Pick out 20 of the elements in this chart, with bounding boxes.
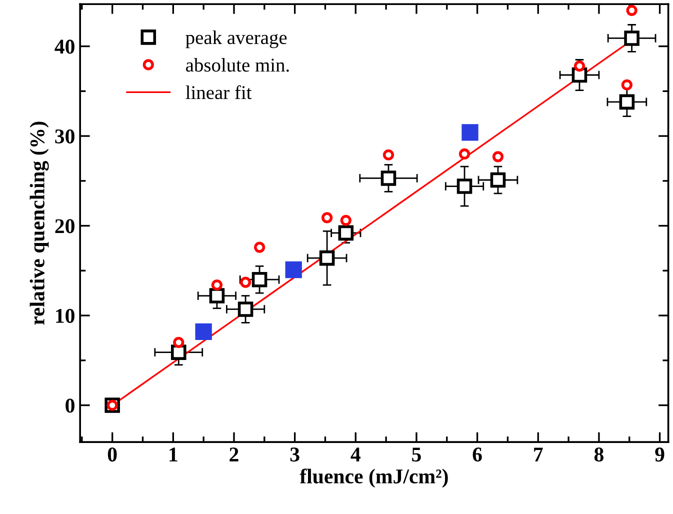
y-tick-label: 10 [56, 308, 74, 323]
x-tick-label: 7 [534, 448, 543, 462]
y-tick-label: 0 [66, 398, 74, 413]
x-axis-title: fluence (mJ/cm²) [300, 468, 448, 488]
x-tick-label: 1 [170, 448, 178, 462]
y-axis-title: relative quenching (%) [30, 122, 49, 325]
x-tick-label: 9 [655, 448, 664, 462]
legend-label: absolute min. [186, 58, 289, 72]
x-tick-label: 5 [412, 448, 421, 462]
legend-label: linear fit [186, 85, 252, 100]
y-tick-label: 40 [54, 40, 74, 54]
x-tick-label: 3 [290, 448, 300, 462]
y-tick-label: 20 [55, 219, 74, 234]
legend-label: peak average [186, 30, 287, 48]
y-tick-label: 30 [55, 129, 74, 144]
x-tick-label: 8 [594, 448, 604, 462]
x-tick-label: 4 [350, 448, 360, 462]
x-tick-label: 2 [230, 448, 238, 462]
x-tick-label: 6 [472, 448, 482, 462]
x-tick-label: 0 [108, 448, 117, 462]
